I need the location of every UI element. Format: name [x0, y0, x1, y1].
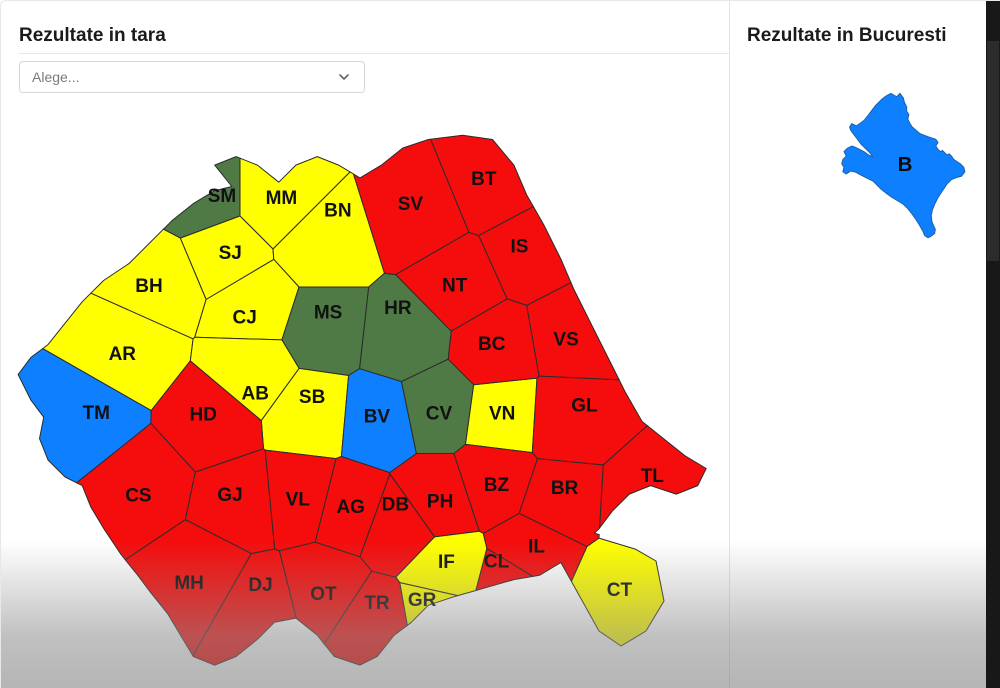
- svg-text:BR: BR: [551, 478, 579, 499]
- svg-text:MH: MH: [174, 573, 204, 594]
- svg-text:TR: TR: [364, 593, 390, 614]
- svg-text:BZ: BZ: [484, 475, 510, 496]
- svg-text:GL: GL: [571, 396, 598, 417]
- svg-text:BN: BN: [324, 201, 351, 222]
- svg-text:IS: IS: [511, 236, 529, 257]
- svg-text:MS: MS: [314, 302, 343, 323]
- svg-text:SV: SV: [398, 194, 424, 215]
- svg-text:SM: SM: [208, 186, 237, 207]
- svg-text:SJ: SJ: [219, 243, 242, 264]
- svg-text:CL: CL: [484, 551, 510, 572]
- svg-text:BH: BH: [135, 276, 162, 297]
- svg-text:IL: IL: [528, 537, 545, 558]
- svg-text:GR: GR: [408, 590, 437, 611]
- svg-text:SB: SB: [299, 387, 325, 408]
- svg-text:VS: VS: [553, 329, 578, 350]
- svg-text:MM: MM: [266, 188, 298, 209]
- svg-text:HR: HR: [384, 298, 412, 319]
- svg-text:AG: AG: [336, 497, 365, 518]
- svg-text:BT: BT: [471, 169, 497, 190]
- svg-text:TL: TL: [641, 466, 665, 487]
- svg-text:TM: TM: [82, 403, 109, 424]
- svg-text:CJ: CJ: [233, 307, 257, 328]
- svg-text:GJ: GJ: [217, 485, 242, 506]
- svg-text:VN: VN: [489, 404, 515, 425]
- svg-text:CS: CS: [125, 485, 151, 506]
- svg-text:NT: NT: [442, 276, 468, 297]
- svg-text:BV: BV: [364, 407, 391, 428]
- svg-text:OT: OT: [310, 584, 337, 605]
- svg-text:AR: AR: [109, 344, 137, 365]
- svg-text:CT: CT: [607, 580, 633, 601]
- svg-text:B: B: [898, 153, 913, 176]
- svg-text:HD: HD: [189, 405, 216, 426]
- svg-text:CV: CV: [426, 404, 453, 425]
- svg-text:DJ: DJ: [248, 575, 272, 596]
- svg-text:VL: VL: [286, 489, 311, 510]
- svg-text:IF: IF: [438, 552, 455, 573]
- svg-text:PH: PH: [427, 492, 453, 513]
- svg-text:BC: BC: [478, 334, 506, 355]
- svg-text:AB: AB: [241, 384, 268, 405]
- svg-text:DB: DB: [382, 494, 409, 515]
